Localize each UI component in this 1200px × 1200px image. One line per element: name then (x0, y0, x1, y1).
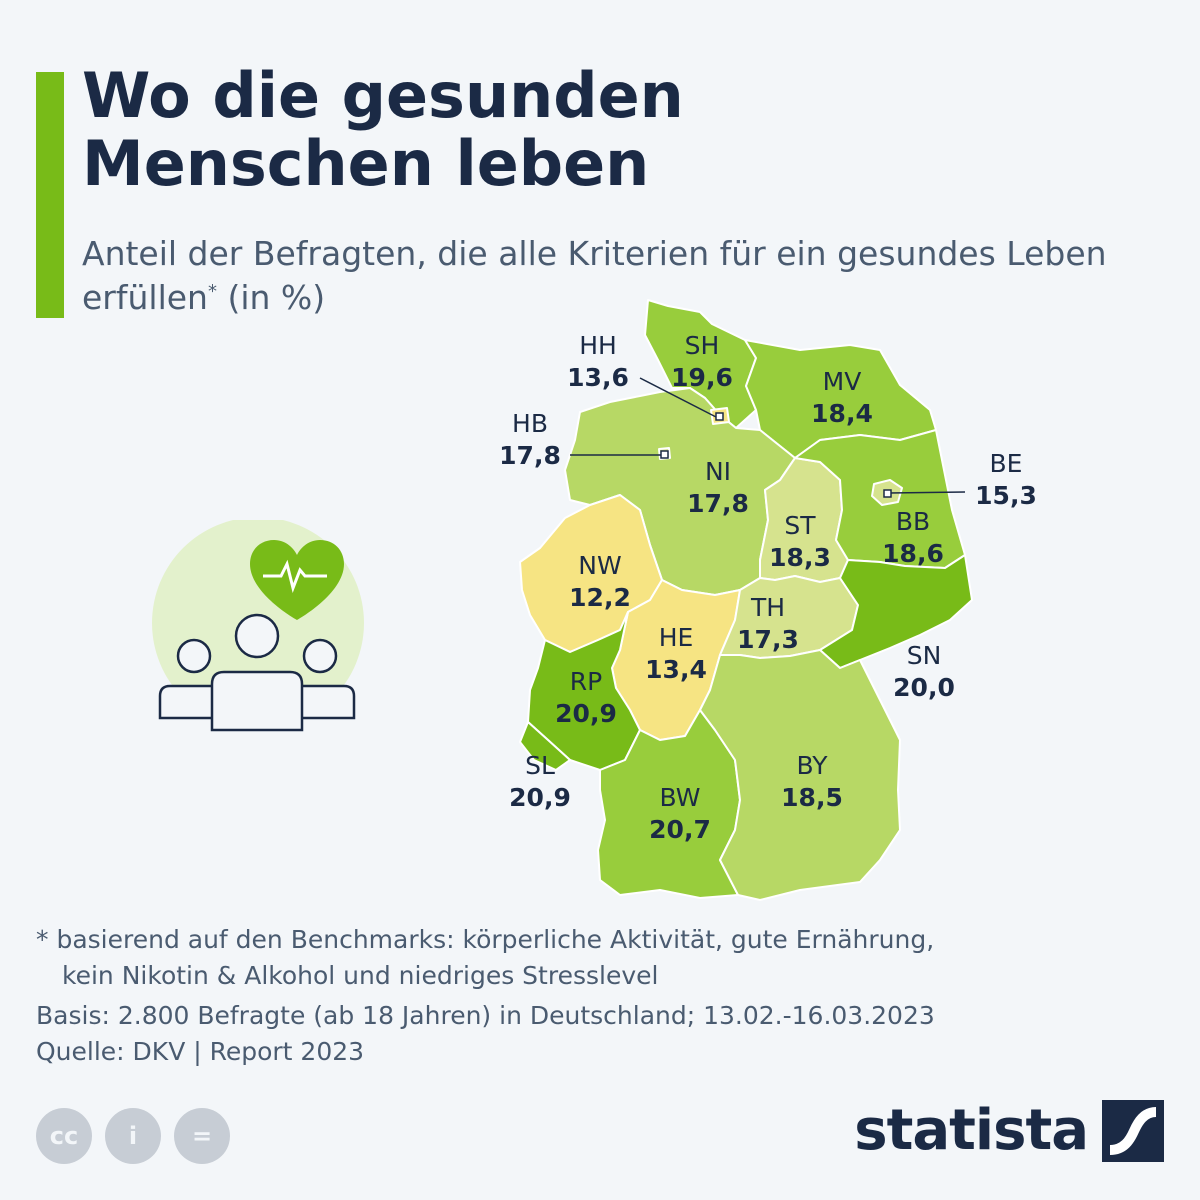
state-value-bw: 20,7 (649, 815, 711, 844)
state-value-th: 17,3 (737, 625, 799, 654)
footnote-line-2: kein Nikotin & Alkohol und niedriges Str… (62, 961, 659, 991)
title-line-1: Wo die gesunden (82, 59, 684, 132)
subtitle-unit: (in %) (216, 278, 326, 318)
no-derivatives-icon[interactable]: = (174, 1108, 230, 1164)
state-value-nw: 12,2 (569, 583, 631, 612)
state-code-sn: SN (907, 641, 942, 670)
state-value-by: 18,5 (781, 783, 843, 812)
state-value-bb: 18,6 (882, 539, 944, 568)
state-code-sh: SH (685, 331, 720, 360)
accent-bar (36, 72, 64, 318)
state-code-be: BE (990, 449, 1023, 478)
attribution-icon[interactable]: i (105, 1108, 161, 1164)
state-by (699, 649, 901, 901)
marker-hb (660, 450, 669, 459)
state-value-rp: 20,9 (555, 699, 617, 728)
cc-icon[interactable]: cc (36, 1108, 92, 1164)
state-code-hb: HB (512, 409, 548, 438)
state-rp (527, 611, 641, 771)
leader-line-hh (639, 377, 719, 419)
germany-map: SH 19,6 HH 13,6 MV 18,4 HB 17,8 NI 17,8 BE 15,3 BB 18… (499, 299, 1037, 901)
state-value-mv: 18,4 (811, 399, 873, 428)
source-info: Basis: 2.800 Befragte (ab 18 Jahren) in … (36, 998, 935, 1071)
state-value-sn: 20,0 (893, 673, 955, 702)
state-code-ni: NI (705, 457, 731, 486)
marker-be (883, 489, 892, 498)
healthy-people-icon (152, 520, 364, 732)
state-value-st: 18,3 (769, 543, 831, 572)
state-code-nw: NW (578, 551, 621, 580)
state-value-hb: 17,8 (499, 441, 561, 470)
state-code-by: BY (796, 751, 828, 780)
license-icons: cc i = (36, 1108, 230, 1168)
state-sn (819, 554, 973, 669)
footnote-line-1: * basierend auf den Benchmarks: körperli… (36, 925, 935, 954)
state-code-mv: MV (823, 367, 862, 396)
state-sl (519, 721, 571, 771)
leader-line-be (887, 491, 966, 494)
state-code-st: ST (784, 511, 816, 540)
state-value-sh: 19,6 (671, 363, 733, 392)
statista-mark-icon (1102, 1099, 1164, 1162)
state-value-he: 13,4 (645, 655, 707, 684)
source-text: Quelle: DKV | Report 2023 (36, 1037, 365, 1067)
subtitle-footnote-marker: * (207, 281, 217, 303)
title-line-2: Menschen leben (82, 127, 650, 201)
people-group-icon (158, 613, 356, 732)
state-code-th: TH (750, 593, 785, 622)
state-code-bw: BW (660, 783, 701, 812)
state-code-rp: RP (570, 667, 602, 696)
brand-name: statista (854, 1098, 1089, 1163)
state-value-ni: 17,8 (687, 489, 749, 518)
marker-hh (715, 412, 724, 421)
state-value-hh: 13,6 (567, 363, 629, 392)
footnote: * basierend auf den Benchmarks: körperli… (36, 922, 934, 995)
state-code-sl: SL (525, 751, 555, 780)
state-code-he: HE (659, 623, 694, 652)
state-value-be: 15,3 (975, 481, 1037, 510)
state-code-bb: BB (896, 507, 930, 536)
state-sh (644, 299, 757, 429)
page-title: Wo die gesunden Menschen leben (82, 59, 982, 201)
pulse-line-icon (263, 559, 327, 593)
statista-logo[interactable]: statista (854, 1098, 1164, 1163)
state-code-hh: HH (579, 331, 617, 360)
basis-text: Basis: 2.800 Befragte (ab 18 Jahren) in … (36, 1001, 935, 1030)
subtitle-text: Anteil der Befragten, die alle Kriterien… (82, 234, 1107, 318)
state-value-sl: 20,9 (509, 783, 571, 812)
subtitle: Anteil der Befragten, die alle Kriterien… (82, 232, 1142, 320)
